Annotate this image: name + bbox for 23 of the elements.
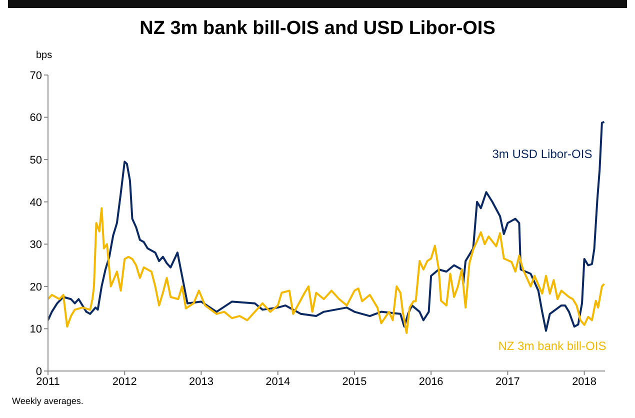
x-tick-label: 2014 [266, 376, 290, 388]
y-tick-label: 30 [30, 239, 42, 252]
series-label: NZ 3m bank bill-OIS [498, 338, 606, 353]
chart-title: NZ 3m bank bill-OIS and USD Libor-OIS [138, 18, 496, 40]
text: Weekly averages. [12, 396, 84, 406]
x-tick-label: 2017 [495, 376, 520, 388]
y-tick-label: 50 [30, 154, 42, 166]
series-label: 3m USD Libor-OIS [492, 146, 592, 161]
y-tick-label: 40 [30, 196, 42, 209]
y-tick-label: 70 [30, 70, 42, 82]
y-tick-label: 0 [36, 366, 42, 378]
y-axis-title: bps [36, 50, 52, 61]
line-series [48, 120, 605, 332]
x-tick-label: 2015 [342, 376, 367, 388]
x-tick-label: 2012 [112, 376, 137, 388]
y-tick-label: 60 [30, 112, 42, 124]
y-tick-label: 10 [30, 324, 42, 336]
x-tick-label: 2011 [36, 376, 60, 388]
x-tick-label: 2013 [188, 376, 214, 388]
x-tick-label: 2016 [418, 376, 444, 388]
line-series [48, 207, 605, 334]
x-tick-label: 2018 [572, 376, 597, 388]
y-tick-label: 20 [30, 281, 42, 294]
